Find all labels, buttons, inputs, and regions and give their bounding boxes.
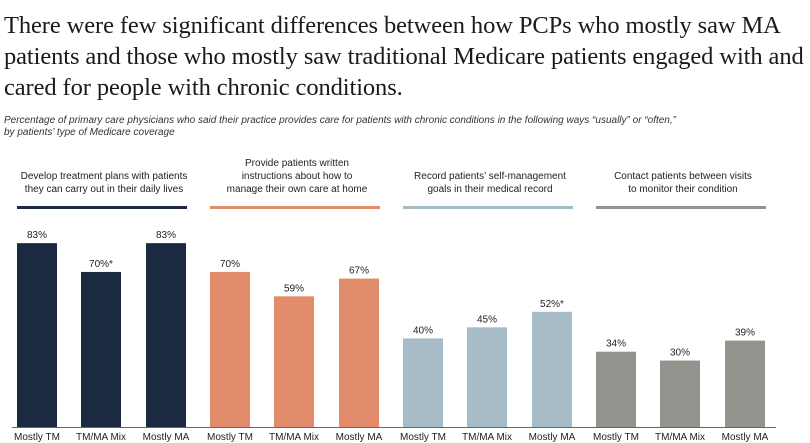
group-title-line: goals in their medical record: [427, 184, 552, 195]
x-tick-label: Mostly TM: [593, 432, 639, 443]
bar-value-label: 45%: [477, 314, 497, 325]
x-tick-label: TM/MA Mix: [76, 432, 126, 443]
x-tick-label: TM/MA Mix: [269, 432, 319, 443]
group-title-line: Record patients’ self-management: [414, 171, 566, 182]
bar-value-label: 40%: [413, 325, 433, 336]
x-tick-label: TM/MA Mix: [655, 432, 705, 443]
group-title-line: Provide patients written: [245, 158, 349, 169]
bar-value-label: 59%: [284, 283, 304, 294]
bar-value-label: 70%*: [89, 259, 113, 270]
bar: [596, 351, 636, 427]
group-title-line: Develop treatment plans with patients: [21, 171, 188, 182]
bar-value-label: 52%*: [540, 299, 564, 310]
chart-subtitle: Percentage of primary care physicians wh…: [4, 115, 794, 139]
x-tick-label: Mostly MA: [529, 432, 576, 443]
bar-value-label: 83%: [156, 230, 176, 241]
bar-value-label: 34%: [606, 339, 626, 350]
bar: [467, 327, 507, 427]
group-title-line: instructions about how to: [242, 171, 353, 182]
x-tick-label: Mostly TM: [14, 432, 60, 443]
subtitle-line-1: Percentage of primary care physicians wh…: [4, 115, 676, 126]
bar: [81, 271, 121, 427]
bar-value-label: 67%: [349, 266, 369, 277]
group-title-line: they can carry out in their daily lives: [25, 184, 183, 195]
bar: [210, 271, 250, 427]
x-tick-label: Mostly MA: [143, 432, 190, 443]
bar: [660, 360, 700, 427]
bar-value-label: 39%: [735, 328, 755, 339]
bar-value-label: 83%: [27, 230, 47, 241]
group-title-line: Contact patients between visits: [614, 171, 752, 182]
x-tick-label: Mostly MA: [722, 432, 769, 443]
group-title-line: manage their own care at home: [227, 184, 368, 195]
x-tick-label: Mostly TM: [207, 432, 253, 443]
x-tick-label: TM/MA Mix: [462, 432, 512, 443]
bar: [725, 340, 765, 427]
bar: [532, 311, 572, 427]
bar: [339, 278, 379, 427]
group-title-line: to monitor their condition: [628, 184, 738, 195]
bar: [274, 296, 314, 427]
x-tick-label: Mostly TM: [400, 432, 446, 443]
bar: [17, 243, 57, 427]
bar-value-label: 70%: [220, 259, 240, 270]
bar: [146, 243, 186, 427]
x-tick-label: Mostly MA: [336, 432, 383, 443]
subtitle-line-2: by patients’ type of Medicare coverage: [4, 127, 175, 138]
chart-title: There were few significant differences b…: [4, 12, 804, 101]
bar: [403, 338, 443, 427]
bar-value-label: 30%: [670, 348, 690, 359]
